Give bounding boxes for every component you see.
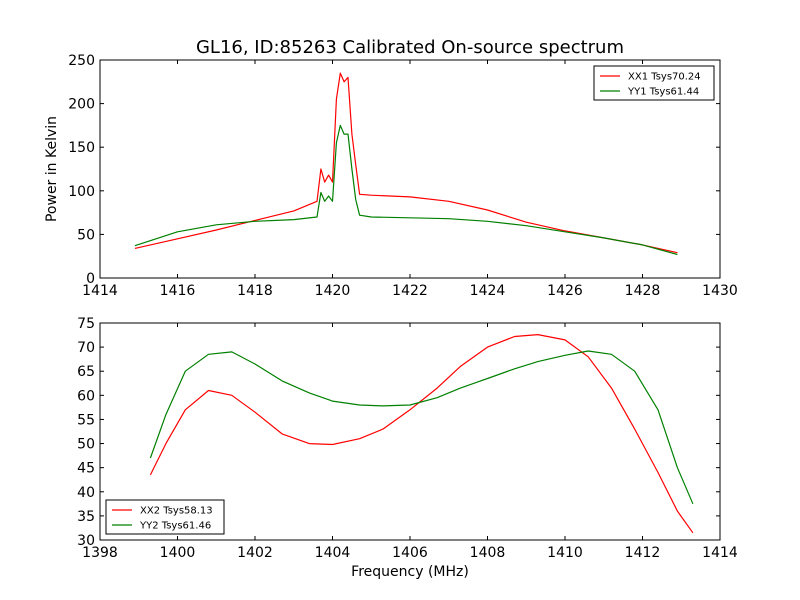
- legend-entry: YY2 Tsys61.46: [139, 521, 211, 532]
- y-tick-label: 45: [77, 461, 95, 477]
- top-spectrum-panel: 1414 1416 1418 1420 1422 1424 1426 1428 1430 0 50 1…: [68, 53, 738, 299]
- y-axis-label: Power in Kelvin: [44, 116, 60, 222]
- legend-entry: XX2 Tsys58.13: [140, 506, 213, 517]
- legend-entry: YY1 Tsys61.44: [627, 87, 699, 98]
- x-tick-label: 1404: [315, 545, 351, 561]
- y-tick-label: 200: [68, 97, 95, 113]
- chart-title: GL16, ID:85263 Calibrated On-source spec…: [196, 37, 624, 58]
- x-tick-label: 1428: [625, 283, 661, 299]
- x-tick-label: 1410: [547, 545, 583, 561]
- y-tick-label: 50: [77, 227, 95, 243]
- bottom-spectrum-panel: 1398 1400 1402 1404 1406 1408 1410 1412 1414 30 35…: [77, 316, 738, 561]
- x-tick-label: 1418: [237, 283, 273, 299]
- x-tick-label: 1424: [470, 283, 506, 299]
- x-tick-label: 1412: [625, 545, 661, 561]
- legend-box: [593, 65, 715, 101]
- x-tick-label: 1422: [392, 283, 428, 299]
- y-tick-label: 70: [77, 340, 95, 356]
- x-tick-label: 1430: [702, 283, 738, 299]
- series-line-1: [134, 72, 678, 254]
- y-tick-label: 40: [77, 485, 95, 501]
- x-tick-label: 1414: [82, 283, 118, 299]
- x-tick-label: 1414: [702, 545, 738, 561]
- series-line-1: [149, 334, 694, 534]
- x-tick-label: 1408: [470, 545, 506, 561]
- x-tick-label: 1400: [160, 545, 196, 561]
- x-tick-label: 1406: [392, 545, 428, 561]
- y-tick-label: 0: [86, 271, 95, 287]
- y-tick-label: 30: [77, 533, 95, 549]
- y-tick-label: 55: [77, 412, 95, 428]
- x-axis-label: Frequency (MHz): [351, 564, 469, 580]
- x-tick-label: 1426: [547, 283, 583, 299]
- y-tick-label: 65: [77, 364, 95, 380]
- y-tick-label: 75: [77, 316, 95, 332]
- x-tick-label: 1416: [160, 283, 196, 299]
- y-tick-label: 50: [77, 437, 95, 453]
- y-tick-label: 100: [68, 184, 95, 200]
- y-tick-label: 35: [77, 509, 95, 525]
- y-tick-label: 60: [77, 388, 95, 404]
- legend-entry: XX1 Tsys70.24: [628, 72, 701, 83]
- x-tick-label: 1420: [315, 283, 351, 299]
- series-line-2: [149, 350, 694, 505]
- legend-box: [105, 499, 225, 535]
- series-line-2: [134, 124, 678, 256]
- y-tick-label: 250: [68, 53, 95, 69]
- x-tick-label: 1398: [82, 545, 118, 561]
- y-tick-label: 150: [68, 140, 95, 156]
- x-tick-label: 1402: [237, 545, 273, 561]
